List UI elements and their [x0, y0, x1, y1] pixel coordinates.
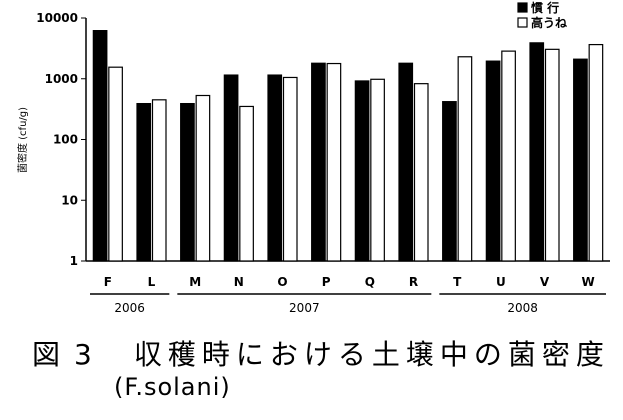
y-tick-label: 10: [61, 193, 78, 207]
bar-raised-bed-R: [413, 83, 429, 262]
legend-swatch: [517, 2, 528, 13]
bar-raised-bed-T: [457, 56, 473, 262]
x-tick-label: O: [277, 275, 287, 289]
y-tick-label: 1: [70, 254, 78, 268]
bar-raised-bed-M: [195, 94, 211, 262]
caption-prefix: 図: [32, 338, 67, 371]
figure-subcaption: (F.solani): [114, 373, 231, 401]
bar-conventional-R: [398, 62, 414, 262]
year-group-label: 2008: [507, 301, 538, 315]
bar-conventional-T: [442, 101, 457, 262]
bar-conventional-L: [136, 102, 152, 262]
x-tick-label: N: [234, 275, 244, 289]
bars: [92, 30, 604, 262]
bar-conventional-O: [267, 74, 283, 262]
x-tick-label: V: [540, 275, 550, 289]
x-tick-label: U: [496, 275, 506, 289]
y-tick-label: 1000: [45, 72, 78, 86]
x-tick-label: T: [453, 275, 462, 289]
x-tick-label: F: [104, 275, 112, 289]
figure-caption: 図 3 収穫時における土壌中の菌密度: [32, 338, 610, 372]
bar-raised-bed-N: [239, 105, 254, 262]
bar-conventional-N: [223, 74, 239, 262]
bar-raised-bed-F: [108, 66, 123, 262]
bar-chart: 1 10 100 1000 10000 菌密度 (cfu/g) F L M N O P Q R T U V W 20…: [16, 0, 610, 315]
bar-conventional-U: [485, 60, 501, 262]
x-tick-label: R: [409, 275, 418, 289]
axis-labels: 1 10 100 1000 10000 菌密度 (cfu/g) F L M N O P Q R T U V W 20…: [16, 11, 595, 315]
x-tick-label: Q: [365, 275, 375, 289]
x-tick-label: L: [148, 275, 156, 289]
y-tick-label: 10000: [36, 11, 78, 25]
bar-raised-bed-U: [501, 50, 516, 262]
bar-raised-bed-P: [326, 62, 342, 262]
axes: [81, 17, 610, 295]
x-tick-label: W: [582, 275, 595, 289]
caption-title: 収穫時における土壌中の菌密度: [133, 338, 610, 371]
x-tick-label: P: [322, 275, 331, 289]
legend-swatch: [517, 17, 528, 28]
bar-conventional-Q: [354, 80, 370, 262]
year-group-label: 2007: [289, 301, 320, 315]
bar-conventional-P: [311, 62, 326, 262]
bar-raised-bed-W: [588, 43, 604, 262]
x-tick-label: M: [189, 275, 201, 289]
y-axis-title: 菌密度 (cfu/g): [16, 107, 29, 173]
year-group-label: 2006: [114, 301, 145, 315]
legend-label: 慣 行: [530, 0, 559, 15]
y-tick-label: 100: [53, 133, 78, 147]
bar-conventional-W: [573, 58, 588, 262]
bar-raised-bed-L: [151, 99, 167, 262]
bar-raised-bed-O: [282, 76, 298, 262]
bar-conventional-F: [92, 30, 108, 262]
bar-conventional-M: [180, 102, 195, 262]
bar-raised-bed-Q: [370, 78, 385, 262]
caption-number: 3: [74, 338, 98, 371]
legend-label: 高うね: [531, 15, 567, 30]
bar-conventional-V: [529, 42, 545, 262]
bar-raised-bed-V: [544, 48, 560, 262]
